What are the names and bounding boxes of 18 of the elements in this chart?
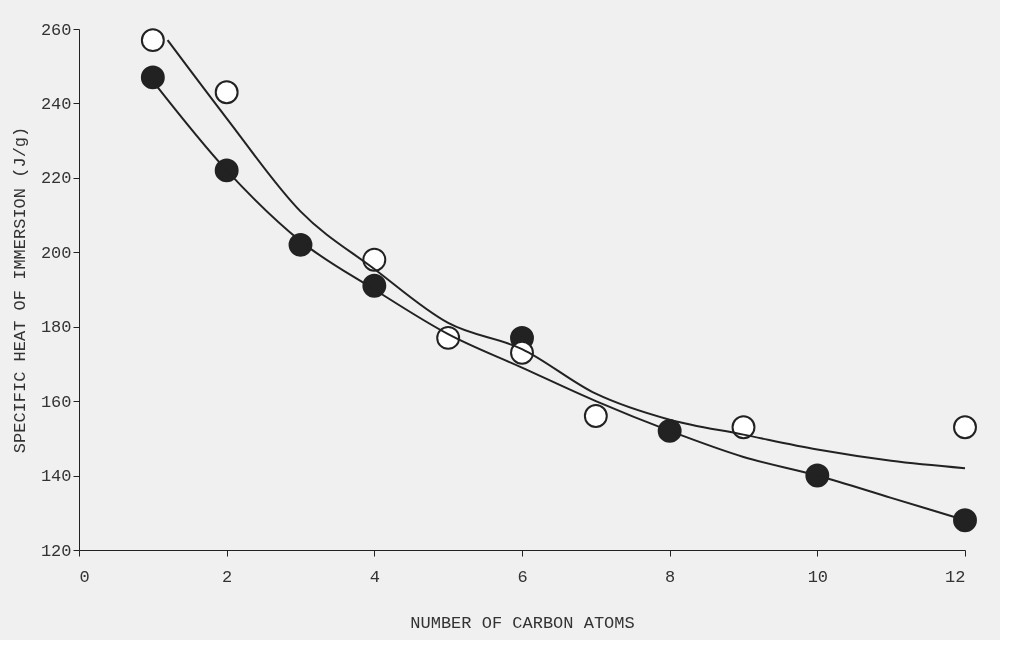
x-tick-label: 6: [517, 567, 528, 587]
x-tick-label: 12: [945, 567, 966, 587]
x-tick-label: 4: [369, 567, 380, 587]
y-axis-title: SPECIFIC HEAT OF IMMERSION (J/g): [10, 126, 30, 454]
x-tick-label: 10: [807, 567, 829, 587]
y-tick-label: 240: [40, 94, 72, 114]
y-tick-label: 260: [40, 20, 72, 40]
x-axis-title: NUMBER OF CARBON ATOMS: [410, 613, 635, 633]
y-tick-label: 200: [40, 243, 72, 263]
y-tick-label: 220: [40, 169, 72, 189]
y-tick-label: 180: [40, 318, 72, 338]
y-tick-label: 160: [40, 392, 72, 412]
line-series: [166, 39, 966, 470]
y-tick-label: 140: [40, 467, 72, 487]
x-tick-label: 0: [79, 567, 90, 587]
y-tick-label: 120: [40, 541, 72, 561]
x-tick-label: 8: [665, 567, 676, 587]
x-tick-label: 2: [222, 567, 233, 587]
